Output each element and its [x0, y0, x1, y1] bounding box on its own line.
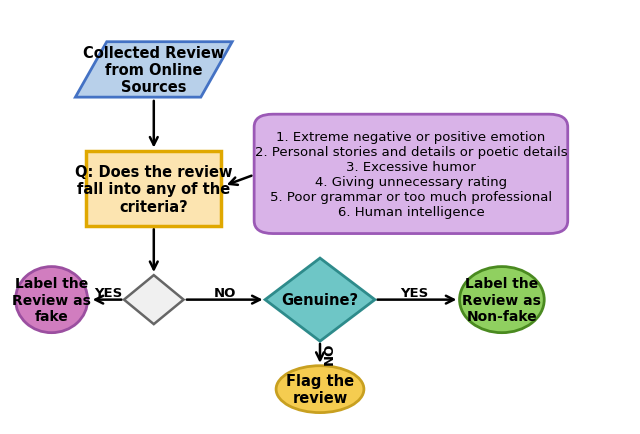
FancyBboxPatch shape	[254, 115, 568, 234]
Text: Genuine?: Genuine?	[282, 293, 358, 307]
Text: Flag the
review: Flag the review	[286, 373, 354, 405]
Text: NO: NO	[214, 286, 236, 299]
Text: Q: Does the review
fall into any of the
criteria?: Q: Does the review fall into any of the …	[75, 164, 232, 214]
Text: Label the
Review as
fake: Label the Review as fake	[12, 277, 91, 323]
Polygon shape	[124, 276, 184, 324]
Text: YES: YES	[94, 286, 122, 299]
Polygon shape	[265, 259, 375, 342]
Ellipse shape	[460, 267, 544, 333]
Ellipse shape	[276, 366, 364, 413]
Ellipse shape	[15, 267, 88, 333]
Text: 1. Extreme negative or positive emotion
2. Personal stories and details or poeti: 1. Extreme negative or positive emotion …	[255, 131, 567, 218]
Polygon shape	[76, 43, 232, 98]
Text: Label the
Review as
Non-fake: Label the Review as Non-fake	[463, 277, 541, 323]
Text: Collected Review
from Online
Sources: Collected Review from Online Sources	[83, 46, 225, 95]
Text: YES: YES	[400, 286, 428, 299]
Bar	[86, 152, 221, 227]
Text: NO: NO	[323, 342, 336, 364]
